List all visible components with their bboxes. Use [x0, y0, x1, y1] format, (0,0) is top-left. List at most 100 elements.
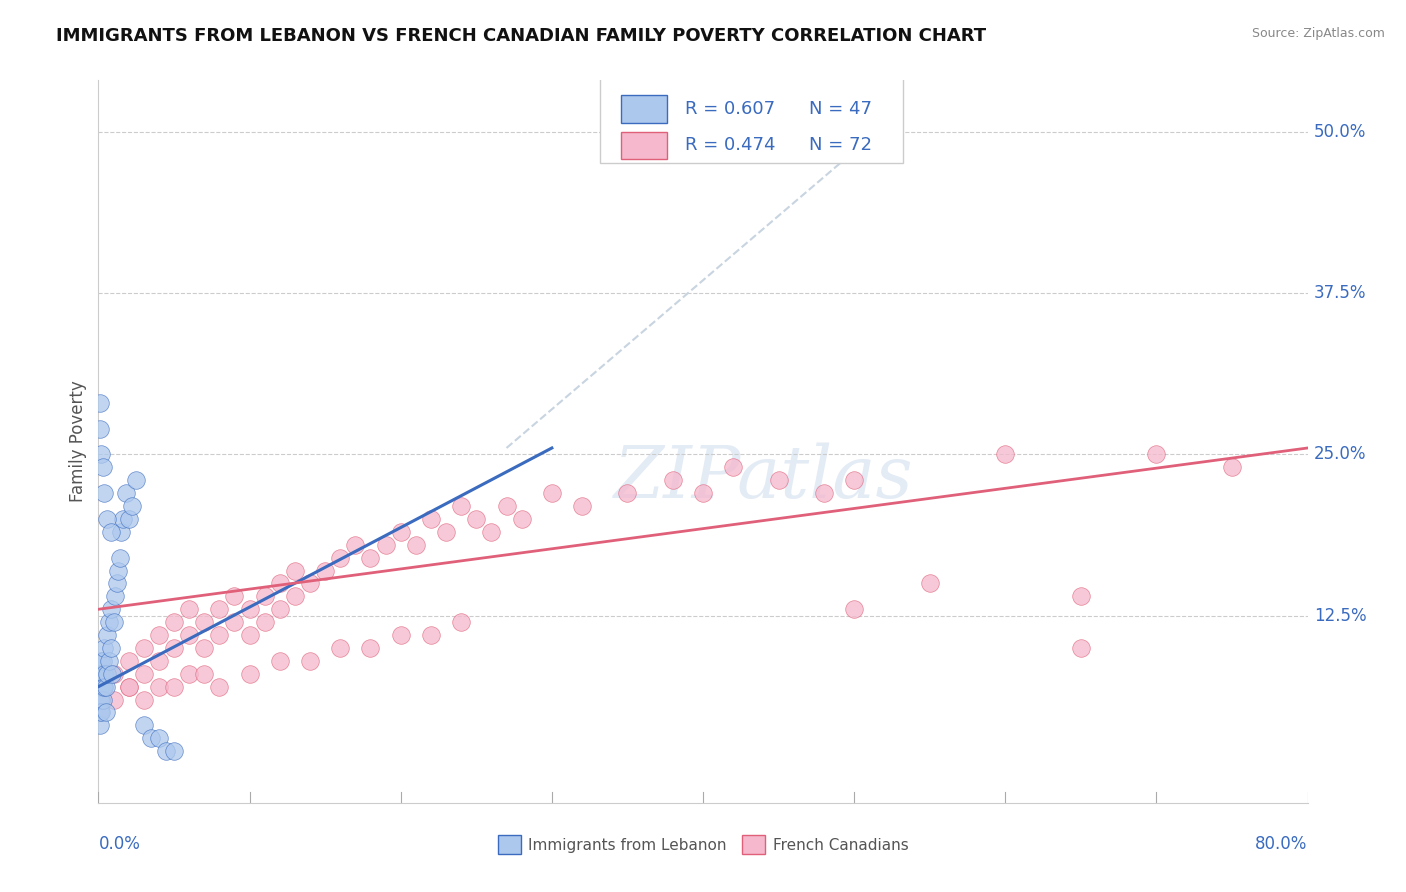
Point	[91, 692, 114, 706]
Point	[179, 628, 201, 642]
Point	[481, 524, 503, 539]
Point	[405, 538, 427, 552]
Point	[360, 550, 382, 565]
Point	[89, 718, 111, 732]
Point	[450, 615, 472, 630]
Point	[344, 538, 367, 552]
Point	[100, 640, 122, 655]
Point	[93, 640, 115, 655]
Point	[540, 486, 562, 500]
Point	[299, 576, 322, 591]
Point	[89, 692, 111, 706]
Point	[208, 680, 231, 694]
Point	[571, 499, 593, 513]
Point	[239, 602, 262, 616]
Point	[1220, 460, 1243, 475]
Point	[994, 447, 1017, 461]
FancyBboxPatch shape	[600, 73, 903, 163]
Point	[374, 538, 396, 552]
FancyBboxPatch shape	[621, 132, 666, 159]
Point	[132, 666, 155, 681]
Point	[148, 680, 170, 694]
Point	[111, 512, 134, 526]
Point	[253, 615, 276, 630]
Point	[91, 460, 114, 475]
Point	[89, 396, 111, 410]
Point	[110, 524, 132, 539]
Legend: Immigrants from Lebanon, French Canadians: Immigrants from Lebanon, French Canadian…	[492, 830, 914, 860]
Point	[141, 731, 163, 746]
Text: 12.5%: 12.5%	[1313, 607, 1367, 624]
Text: 50.0%: 50.0%	[1313, 123, 1367, 141]
Point	[100, 602, 122, 616]
Point	[155, 744, 177, 758]
Point	[360, 640, 382, 655]
Point	[844, 473, 866, 487]
Point	[89, 680, 111, 694]
Point	[98, 615, 121, 630]
Point	[269, 576, 291, 591]
Point	[90, 706, 112, 720]
Point	[193, 640, 215, 655]
Point	[118, 680, 141, 694]
Point	[193, 666, 215, 681]
Point	[768, 473, 790, 487]
Point	[148, 654, 170, 668]
Point	[125, 473, 148, 487]
Point	[239, 628, 262, 642]
Point	[91, 680, 114, 694]
FancyBboxPatch shape	[621, 95, 666, 123]
Point	[132, 718, 155, 732]
Point	[314, 564, 336, 578]
Point	[389, 628, 412, 642]
Point	[239, 666, 262, 681]
Point	[661, 473, 683, 487]
Point	[510, 512, 533, 526]
Y-axis label: Family Poverty: Family Poverty	[69, 381, 87, 502]
Point	[918, 576, 941, 591]
Point	[269, 602, 291, 616]
Point	[495, 499, 517, 513]
Point	[118, 654, 141, 668]
Point	[90, 666, 112, 681]
Point	[844, 602, 866, 616]
Point	[163, 744, 186, 758]
Point	[90, 447, 112, 461]
Point	[89, 666, 111, 681]
Point	[93, 666, 115, 681]
Point	[96, 512, 118, 526]
Point	[105, 576, 128, 591]
Point	[91, 654, 114, 668]
Point	[208, 602, 231, 616]
Text: R = 0.474: R = 0.474	[685, 136, 775, 154]
Point	[434, 524, 457, 539]
Point	[269, 654, 291, 668]
Point	[96, 628, 118, 642]
Point	[94, 706, 117, 720]
Point	[90, 654, 112, 668]
Point	[1144, 447, 1167, 461]
Point	[692, 486, 714, 500]
Text: N = 47: N = 47	[810, 100, 872, 118]
Point	[163, 640, 186, 655]
Point	[616, 486, 638, 500]
Point	[89, 422, 111, 436]
Point	[179, 602, 201, 616]
Point	[114, 486, 136, 500]
Point	[89, 706, 111, 720]
Point	[107, 564, 129, 578]
Point	[121, 499, 143, 513]
Point	[118, 680, 141, 694]
Point	[813, 486, 835, 500]
Text: Source: ZipAtlas.com: Source: ZipAtlas.com	[1251, 27, 1385, 40]
Point	[1070, 640, 1092, 655]
Point	[93, 680, 115, 694]
Point	[420, 512, 443, 526]
Point	[96, 666, 118, 681]
Point	[98, 654, 121, 668]
Point	[193, 615, 215, 630]
Point	[329, 640, 352, 655]
Point	[389, 524, 412, 539]
Point	[90, 692, 112, 706]
Text: R = 0.607: R = 0.607	[685, 100, 775, 118]
